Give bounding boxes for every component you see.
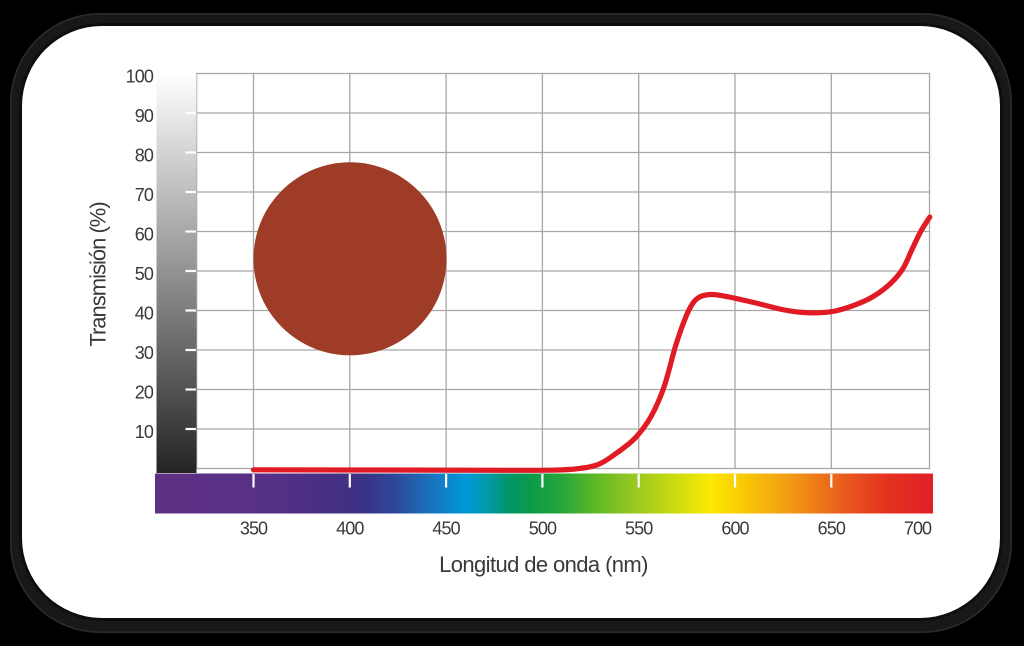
svg-text:700: 700 — [904, 519, 932, 539]
svg-text:80: 80 — [135, 146, 154, 166]
svg-text:Longitud de onda (nm): Longitud de onda (nm) — [439, 552, 648, 577]
svg-text:600: 600 — [721, 519, 749, 539]
svg-text:650: 650 — [818, 519, 846, 539]
svg-text:20: 20 — [135, 383, 154, 403]
svg-text:500: 500 — [529, 519, 557, 539]
svg-text:400: 400 — [336, 519, 364, 539]
svg-text:350: 350 — [240, 519, 268, 539]
svg-text:30: 30 — [135, 343, 154, 363]
svg-text:70: 70 — [135, 185, 154, 205]
svg-text:90: 90 — [135, 106, 154, 126]
svg-text:100: 100 — [126, 67, 154, 87]
svg-text:10: 10 — [135, 422, 154, 442]
svg-text:60: 60 — [135, 225, 154, 245]
svg-text:40: 40 — [135, 304, 154, 324]
svg-text:50: 50 — [135, 264, 154, 284]
svg-text:550: 550 — [625, 519, 653, 539]
svg-text:Transmisión (%): Transmisión (%) — [86, 202, 111, 346]
svg-text:450: 450 — [432, 519, 460, 539]
